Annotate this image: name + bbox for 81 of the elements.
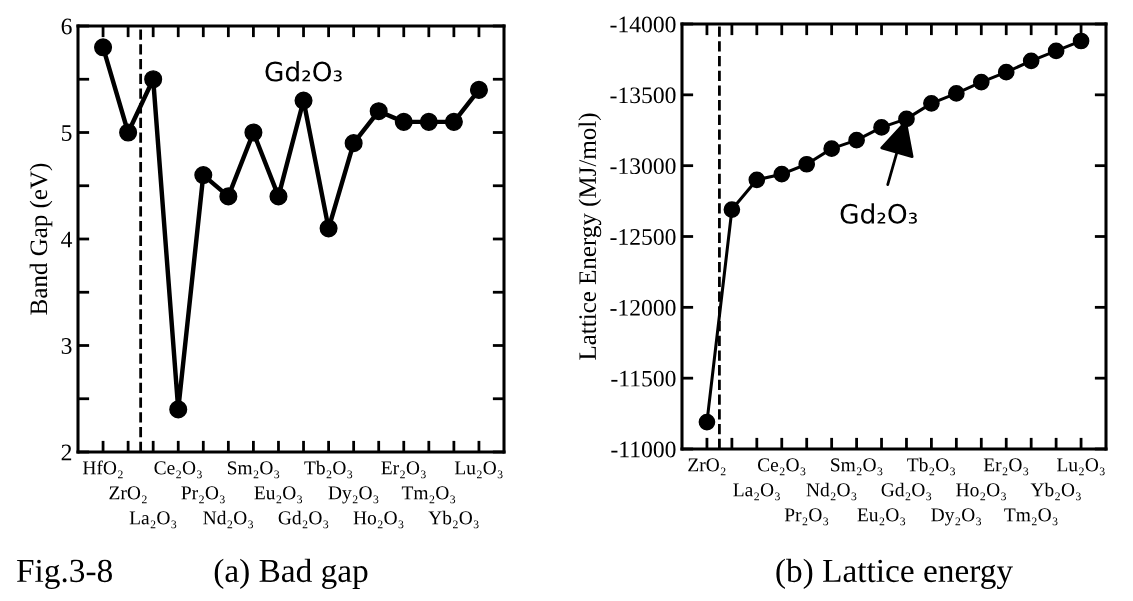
y-tick-label: -12500	[610, 228, 676, 245]
x-tick-label: ZrO₂	[688, 458, 726, 476]
y-tick-label: 5	[62, 125, 72, 141]
y-tick-label: -11000	[611, 441, 676, 458]
point	[698, 413, 716, 431]
x-tick-label: Ce₂O₃	[154, 461, 202, 479]
x-tick-label: ZrO₂	[109, 486, 147, 504]
y-axis-title: Lattice Energy (MJ/mol)	[578, 113, 602, 360]
x-tick-label: Dy₂O₃	[931, 508, 982, 526]
point	[948, 85, 965, 102]
point	[94, 38, 113, 57]
x-tick-label: HfO₂	[82, 460, 123, 479]
x-tick-label: Er₂O₃	[381, 461, 426, 479]
x-tick-label: Tm₂O₃	[401, 486, 456, 504]
x-tick-label: Nd₂O₃	[806, 482, 857, 501]
x-tick-label: Eu₂O₃	[254, 486, 303, 504]
y-tick-label: -12000	[610, 299, 676, 316]
y-tick-label: 4	[61, 231, 73, 248]
x-tick-label: Yb₂O₃	[428, 510, 479, 529]
x-tick-label: La₂O₃	[733, 483, 780, 501]
x-tick-label: Tb₂O₃	[304, 460, 353, 479]
y-tick-label: -13500	[610, 87, 676, 104]
x-tick-label: Sm₂O₃	[227, 461, 280, 479]
point	[269, 187, 288, 206]
x-tick-label: Lu₂O₃	[1057, 458, 1105, 476]
point	[419, 112, 438, 131]
x-tick-label: Ho₂O₃	[956, 483, 1006, 501]
point	[244, 123, 263, 142]
x-tick-label: Sm₂O₃	[831, 458, 883, 476]
y-tick-label: 3	[61, 338, 72, 354]
point	[823, 140, 840, 158]
point	[369, 102, 388, 121]
point	[294, 91, 313, 110]
x-tick-label: Gd₂O₃	[278, 510, 329, 529]
point	[169, 400, 188, 419]
point	[748, 171, 766, 189]
point	[219, 187, 238, 206]
annotation: Gd₂O₃	[840, 203, 917, 224]
point	[1072, 32, 1090, 50]
point	[1022, 52, 1040, 70]
x-tick-label: Nd₂O₃	[203, 510, 254, 529]
point	[773, 165, 791, 183]
x-tick-label: Eu₂O₃	[857, 508, 906, 526]
annotation: Gd₂O₃	[265, 61, 342, 82]
point	[319, 219, 338, 238]
y-tick-label: -13000	[610, 158, 676, 175]
x-tick-label: Pr₂O₃	[784, 508, 829, 526]
x-tick-label: Ho₂O₃	[353, 511, 404, 529]
point	[873, 119, 890, 136]
y-tick-label: 2	[61, 444, 72, 461]
point	[344, 134, 363, 153]
x-tick-label: Dy₂O₃	[328, 486, 379, 504]
x-tick-label: Tm₂O₃	[1004, 508, 1058, 526]
x-tick-label: Pr₂O₃	[181, 486, 225, 504]
caption: Fig.3-8	[16, 559, 112, 589]
y-axis-title: Band Gap (eV)	[29, 163, 53, 315]
y-tick-label: 6	[61, 18, 72, 35]
point	[394, 112, 413, 131]
point	[997, 63, 1015, 81]
point	[194, 166, 213, 185]
x-tick-label: Tb₂O₃	[907, 457, 956, 476]
point	[1047, 42, 1065, 60]
text: (b) Lattice energy	[776, 558, 1013, 589]
x-tick-label: Ce₂O₃	[757, 458, 806, 476]
point	[723, 201, 741, 218]
point	[848, 131, 865, 149]
point	[469, 80, 488, 99]
point	[972, 73, 990, 91]
y-tick-label: -11500	[611, 370, 676, 387]
x-tick-label: Er₂O₃	[983, 458, 1029, 476]
point	[144, 70, 163, 89]
text: (a) Bad gap	[214, 558, 368, 589]
point	[923, 94, 940, 112]
point	[798, 155, 816, 173]
point	[119, 123, 138, 142]
point	[444, 112, 463, 131]
x-tick-label: Gd₂O₃	[881, 482, 932, 501]
x-tick-label: Yb₂O₃	[1030, 482, 1081, 501]
x-tick-label: La₂O₃	[129, 511, 177, 529]
y-tick-label: -14000	[610, 16, 676, 33]
x-tick-label: Lu₂O₃	[454, 461, 503, 479]
